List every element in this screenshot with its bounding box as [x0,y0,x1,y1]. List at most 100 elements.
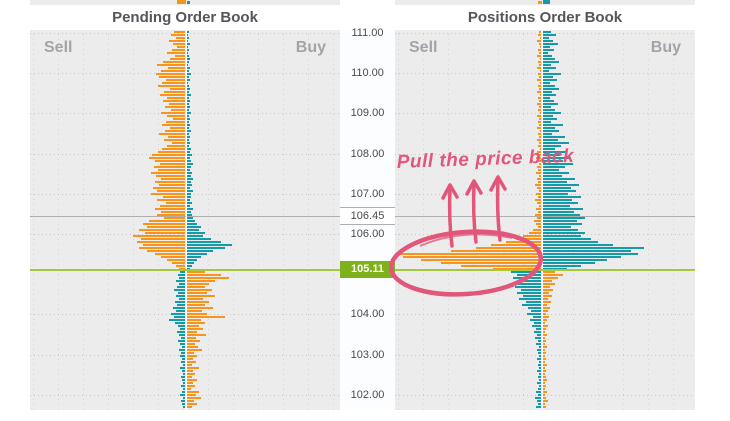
sell-depth-bar [532,325,541,328]
buy-depth-bar [543,118,557,121]
sell-depth-bar [538,133,541,136]
buy-depth-bar [543,328,546,331]
sell-depth-bar [181,361,185,364]
buy-depth-bar [187,160,191,163]
buy-depth-bar [187,361,196,364]
sell-depth-bar [177,331,185,334]
sell-depth-bar [176,37,185,40]
buy-depth-bar [187,283,209,286]
sell-depth-bar [180,343,185,346]
buy-depth-bar [543,259,607,262]
buy-depth-bar [187,97,189,100]
buy-depth-bar [187,67,190,70]
sell-depth-bar [537,55,541,58]
buy-depth-bar [187,190,193,193]
sell-depth-bar [535,199,541,202]
buy-depth-bar [543,145,561,148]
sell-depth-bar [538,85,541,88]
sell-depth-bar [537,382,541,385]
sell-depth-bar [180,271,185,274]
buy-depth-bar [187,208,193,211]
sell-depth-bar [179,283,185,286]
sell-depth-bar [538,61,541,64]
sell-depth-bar [535,184,541,187]
sell-depth-bar [170,58,185,61]
buy-depth-bar [543,43,558,46]
buy-depth-bar [543,211,574,214]
sell-depth-bar [539,100,541,103]
grid-line-vertical [58,30,59,410]
buy-depth-bar [187,262,194,265]
sell-depth-bar [169,40,185,43]
sell-depth-bar [164,217,185,220]
sliver-bar [177,0,186,4]
sell-depth-bar [539,190,541,193]
sell-depth-bar [179,277,185,280]
sell-depth-bar [149,220,185,223]
sell-depth-bar [143,223,185,226]
buy-depth-bar [543,364,547,367]
buy-depth-bar [187,166,191,169]
sell-depth-bar [540,37,541,40]
sell-depth-bar [537,115,541,118]
sell-depth-bar [538,388,541,391]
sell-depth-bar [539,154,541,157]
buy-depth-bar [187,313,207,316]
buy-depth-bar [187,199,190,202]
sell-depth-bar [162,82,185,85]
buy-depth-bar [187,76,189,79]
sell-depth-bar [539,367,541,370]
sell-depth-bar [540,58,541,61]
buy-depth-bar [187,112,191,115]
pending-order-book-chart[interactable]: Sell Buy [30,30,340,410]
buy-depth-bar [187,397,201,400]
sell-depth-bar [167,115,185,118]
buy-depth-bar [187,223,197,226]
sell-depth-bar [537,79,541,82]
buy-depth-bar [187,52,188,55]
sell-depth-bar [539,136,541,139]
sell-depth-bar [182,346,185,349]
sell-depth-bar [538,226,541,229]
sell-depth-bar [528,307,541,310]
buy-depth-bar [543,397,546,400]
buy-depth-bar [187,271,205,274]
sell-depth-bar [155,181,185,184]
buy-depth-bar [543,157,571,160]
sell-depth-bar [540,148,541,151]
buy-depth-bar [187,235,203,238]
sell-depth-bar [180,394,185,397]
sell-depth-bar [539,163,541,166]
buy-depth-bar [187,358,193,361]
sell-depth-bar [152,154,185,157]
sell-depth-bar [538,34,541,37]
sell-depth-bar [539,379,541,382]
buy-depth-bar [187,115,189,118]
buy-depth-bar [187,154,192,157]
sell-depth-bar [536,157,541,160]
sell-depth-bar [535,337,541,340]
buy-depth-bar [187,373,195,376]
sell-depth-bar [537,127,541,130]
current-price-line [395,268,695,271]
sliver-bar [187,1,190,4]
buy-depth-bar [187,334,206,337]
buy-depth-bar [187,103,189,106]
sell-depth-bar [527,313,541,316]
sell-depth-bar [183,388,185,391]
sell-depth-bar [539,106,541,109]
positions-order-book-chart[interactable]: Sell Buy [395,30,695,410]
sell-depth-bar [534,220,541,223]
buy-depth-bar [187,403,197,406]
buy-depth-bar [187,376,192,379]
sell-depth-bar [139,229,185,232]
buy-depth-bar [543,217,585,220]
price-axis-tick: 109.00 [350,107,385,120]
buy-depth-bar [187,316,225,319]
buy-depth-bar [543,271,555,274]
sell-depth-bar [536,172,541,175]
buy-depth-bar [543,391,547,394]
sell-depth-bar [537,334,541,337]
buy-depth-bar [543,160,563,163]
price-axis-tick: 103.00 [350,348,385,361]
